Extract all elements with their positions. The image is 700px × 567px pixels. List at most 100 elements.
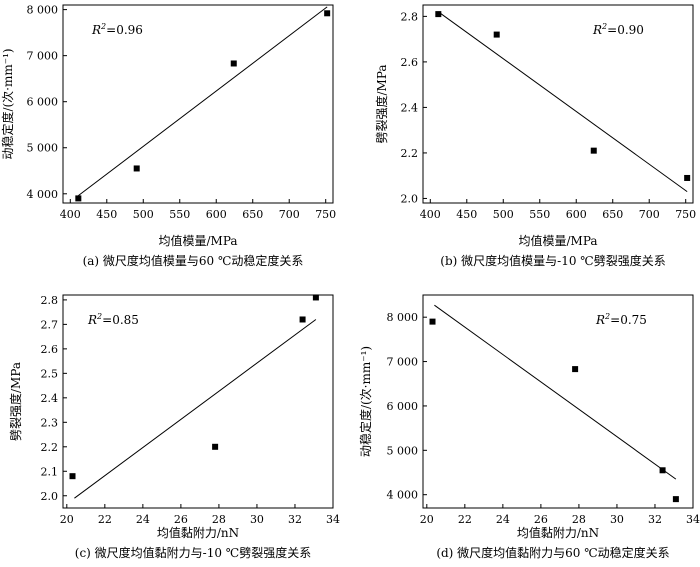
fit-line bbox=[74, 319, 317, 499]
data-point bbox=[672, 496, 679, 503]
data-point bbox=[230, 60, 237, 67]
r-squared-label: R2=0.90 bbox=[592, 22, 644, 37]
data-point bbox=[75, 195, 82, 202]
data-point bbox=[212, 443, 219, 450]
panel-caption: (a) 微尺度均值模量与60 ℃动稳定度关系 bbox=[83, 253, 304, 268]
x-tick-label: 20 bbox=[420, 513, 434, 526]
y-axis-label: 劈裂强度/MPa bbox=[8, 362, 23, 441]
x-tick-label: 24 bbox=[136, 513, 150, 526]
x-tick-label: 600 bbox=[566, 208, 587, 221]
data-point bbox=[312, 294, 319, 301]
y-tick-label: 5 000 bbox=[387, 444, 419, 457]
y-tick-label: 2.5 bbox=[41, 367, 59, 380]
x-tick-label: 32 bbox=[648, 513, 662, 526]
x-tick-label: 550 bbox=[529, 208, 550, 221]
chart-panel-3: 20 22 24 26 28 30 32 34 2.0 2.1 2.2 2.3 2.4 2.5 2.6 2.7… bbox=[8, 294, 340, 560]
panel-caption: (c) 微尺度均值黏附力与-10 ℃劈裂强度关系 bbox=[75, 545, 311, 560]
x-tick-label: 30 bbox=[250, 513, 264, 526]
y-tick-label: 7 000 bbox=[27, 50, 59, 63]
x-tick-label: 22 bbox=[98, 513, 112, 526]
x-tick-label: 34 bbox=[686, 513, 700, 526]
r-squared-value: =0.96 bbox=[106, 23, 143, 37]
panel-caption: (b) 微尺度均值模量与-10 ℃劈裂强度关系 bbox=[440, 253, 665, 268]
x-tick-label: 20 bbox=[60, 513, 74, 526]
r-squared-value: =0.85 bbox=[102, 313, 139, 327]
y-tick-label: 2.0 bbox=[401, 192, 419, 205]
chart-panel-4: 20 22 24 26 28 30 32 34 4 000 5 000 6 000 7 000 8 00… bbox=[358, 294, 700, 560]
y-tick-label: 2.4 bbox=[41, 392, 59, 405]
data-point bbox=[429, 318, 436, 325]
x-tick-label: 24 bbox=[496, 513, 510, 526]
y-tick-label: 2.8 bbox=[401, 10, 419, 23]
y-tick-label: 7 000 bbox=[387, 356, 419, 369]
x-tick-label: 400 bbox=[420, 208, 441, 221]
plot-frame bbox=[422, 294, 694, 509]
x-tick-label: 650 bbox=[242, 208, 263, 221]
x-tick-label: 650 bbox=[602, 208, 623, 221]
x-tick-label: 450 bbox=[456, 208, 477, 221]
x-tick-label: 500 bbox=[493, 208, 514, 221]
data-point bbox=[435, 11, 442, 18]
x-tick-label: 28 bbox=[572, 513, 586, 526]
data-point bbox=[299, 316, 306, 323]
x-tick-label: 28 bbox=[212, 513, 226, 526]
y-tick-label: 8 000 bbox=[27, 4, 59, 17]
y-tick-label: 2.2 bbox=[41, 441, 59, 454]
y-tick-label: 2.6 bbox=[41, 343, 59, 356]
x-tick-label: 400 bbox=[60, 208, 81, 221]
x-tick-label: 26 bbox=[174, 513, 188, 526]
y-tick-label: 2.2 bbox=[401, 147, 419, 160]
r-squared-value: =0.75 bbox=[610, 313, 647, 327]
r-squared-label: R2=0.96 bbox=[91, 22, 143, 37]
y-tick-label: 2.3 bbox=[41, 416, 59, 429]
chart-panel-2: 400 450 500 550 600 650 700 750 2.0 2.2 2.4 2.6 2.8 R… bbox=[374, 4, 696, 268]
y-tick-label: 4 000 bbox=[387, 489, 419, 502]
x-axis-label: 均值黏附力/nN bbox=[517, 525, 599, 540]
y-tick-label: 2.4 bbox=[401, 101, 419, 114]
plot-frame bbox=[422, 4, 694, 204]
r-squared-label: R2=0.85 bbox=[87, 312, 139, 327]
x-tick-label: 32 bbox=[288, 513, 302, 526]
x-tick-label: 500 bbox=[133, 208, 154, 221]
x-tick-label: 750 bbox=[315, 208, 336, 221]
x-tick-label: 750 bbox=[675, 208, 696, 221]
y-tick-label: 2.7 bbox=[41, 318, 59, 331]
y-tick-label: 6 000 bbox=[27, 96, 59, 109]
x-tick-label: 450 bbox=[96, 208, 117, 221]
plot-frame bbox=[62, 294, 334, 509]
y-axis-label: 劈裂强度/MPa bbox=[374, 64, 389, 143]
data-point bbox=[572, 366, 579, 373]
y-axis-label: 动稳定度/(次·mm⁻¹) bbox=[0, 48, 15, 159]
data-point bbox=[659, 467, 666, 474]
x-axis-label: 均值黏附力/nN bbox=[157, 525, 239, 540]
x-tick-label: 550 bbox=[169, 208, 190, 221]
data-point bbox=[684, 174, 691, 181]
data-point bbox=[69, 473, 76, 480]
data-point bbox=[133, 165, 140, 172]
data-point bbox=[493, 31, 500, 38]
y-tick-label: 4 000 bbox=[27, 188, 59, 201]
x-tick-label: 26 bbox=[534, 513, 548, 526]
plot-frame bbox=[62, 4, 334, 204]
r-squared-value: =0.90 bbox=[607, 23, 644, 37]
y-axis-label: 动稳定度/(次·mm⁻¹) bbox=[358, 346, 373, 457]
x-tick-label: 600 bbox=[206, 208, 227, 221]
x-axis-label: 均值模量/MPa bbox=[158, 233, 237, 248]
data-point bbox=[324, 10, 331, 17]
x-axis-label: 均值模量/MPa bbox=[518, 233, 597, 248]
x-tick-label: 700 bbox=[279, 208, 300, 221]
x-tick-label: 22 bbox=[458, 513, 472, 526]
y-tick-label: 2.6 bbox=[401, 56, 419, 69]
x-tick-label: 700 bbox=[639, 208, 660, 221]
y-tick-label: 2.8 bbox=[41, 294, 59, 307]
fit-line bbox=[434, 304, 677, 480]
r-squared-label: R2=0.75 bbox=[595, 312, 647, 327]
y-tick-label: 6 000 bbox=[387, 400, 419, 413]
fit-line bbox=[438, 11, 688, 193]
fit-line bbox=[78, 6, 328, 197]
y-tick-label: 2.1 bbox=[41, 465, 59, 478]
y-tick-label: 8 000 bbox=[387, 311, 419, 324]
chart-panel-1: 400 450 500 550 600 650 700 750 4 000 5 000 6 000 7… bbox=[0, 4, 336, 268]
y-tick-label: 5 000 bbox=[27, 142, 59, 155]
